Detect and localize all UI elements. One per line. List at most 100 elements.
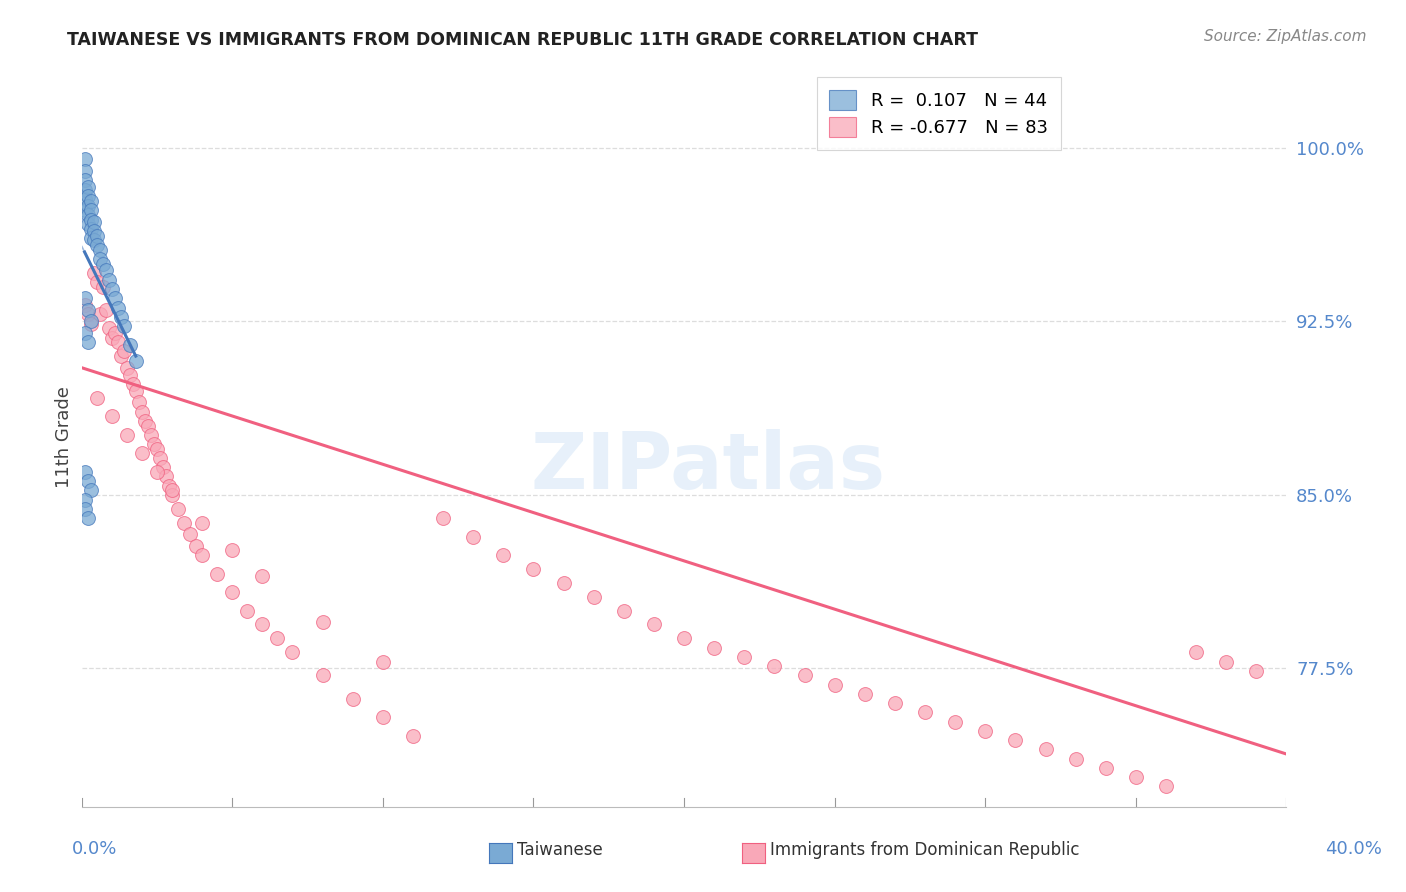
Point (142, 437, 165, 451)
Point (432, 511, 454, 525)
Point (91, 256, 114, 270)
Point (112, 344, 135, 359)
Point (1215, 655, 1237, 669)
Point (125, 353, 148, 368)
Point (112, 318, 135, 333)
Text: Immigrants from Dominican Republic: Immigrants from Dominican Republic (770, 841, 1080, 859)
Point (100, 282, 122, 296)
Point (402, 729, 425, 743)
Point (853, 687, 876, 701)
Point (73, 326, 96, 340)
Point (673, 632, 696, 646)
Point (221, 543, 243, 558)
Point (79, 231, 101, 245)
Point (914, 706, 936, 720)
Point (118, 368, 141, 382)
Point (463, 530, 485, 544)
Point (146, 465, 169, 479)
Point (883, 696, 905, 710)
Text: Source: ZipAtlas.com: Source: ZipAtlas.com (1204, 29, 1367, 44)
Point (522, 562, 544, 576)
Point (553, 575, 575, 590)
Y-axis label: 11th Grade: 11th Grade (55, 386, 73, 488)
Point (83, 224, 105, 238)
Point (1185, 645, 1208, 659)
Text: ZIPatlas: ZIPatlas (530, 429, 886, 505)
Point (110, 349, 132, 363)
Point (107, 335, 129, 350)
Point (76, 302, 98, 317)
Point (167, 501, 190, 516)
Point (160, 483, 183, 498)
Point (1004, 733, 1026, 747)
Point (79, 212, 101, 227)
Point (149, 450, 172, 465)
Point (76, 199, 98, 213)
Point (134, 414, 156, 428)
Point (76, 308, 98, 322)
Point (73, 291, 96, 305)
Point (139, 427, 162, 442)
Point (104, 291, 127, 305)
Point (91, 279, 114, 293)
Point (121, 376, 143, 391)
Point (115, 427, 138, 442)
Point (89, 308, 111, 322)
Point (76, 511, 98, 525)
Text: Taiwanese: Taiwanese (517, 841, 603, 859)
Point (79, 314, 101, 328)
Point (824, 678, 846, 692)
Point (115, 360, 138, 375)
Point (118, 337, 141, 351)
Point (1094, 761, 1116, 775)
Point (221, 585, 243, 599)
Point (266, 632, 288, 646)
Text: 40.0%: 40.0% (1326, 840, 1382, 858)
Point (100, 409, 122, 424)
Point (160, 488, 183, 502)
Point (152, 460, 174, 475)
Point (83, 215, 105, 229)
Point (763, 659, 786, 673)
Point (104, 326, 127, 340)
Point (110, 310, 132, 324)
Point (733, 649, 755, 664)
Point (1035, 742, 1057, 756)
Point (793, 668, 815, 682)
Point (191, 516, 214, 530)
Point (94, 302, 117, 317)
Point (173, 516, 195, 530)
Point (76, 208, 98, 222)
Point (79, 222, 101, 236)
Point (125, 384, 148, 398)
Point (73, 465, 96, 479)
Point (76, 474, 98, 488)
Point (179, 527, 201, 541)
Point (79, 483, 101, 498)
Point (1125, 770, 1147, 784)
Point (73, 153, 96, 167)
Point (281, 645, 304, 659)
Point (73, 182, 96, 196)
Point (76, 217, 98, 231)
Legend: R =  0.107   N = 44, R = -0.677   N = 83: R = 0.107 N = 44, R = -0.677 N = 83 (817, 78, 1060, 150)
Point (342, 691, 364, 706)
Point (943, 714, 966, 729)
Text: TAIWANESE VS IMMIGRANTS FROM DOMINICAN REPUBLIC 11TH GRADE CORRELATION CHART: TAIWANESE VS IMMIGRANTS FROM DOMINICAN R… (67, 31, 979, 49)
Point (643, 617, 665, 632)
Point (191, 548, 214, 562)
Point (86, 238, 108, 252)
Point (703, 640, 725, 655)
Point (79, 203, 101, 218)
Point (83, 234, 105, 248)
Point (76, 335, 98, 350)
Point (155, 469, 177, 483)
Point (131, 404, 153, 418)
Point (86, 228, 108, 243)
Point (1154, 780, 1177, 794)
Point (146, 442, 169, 456)
Point (128, 395, 150, 409)
Point (73, 298, 96, 312)
Point (371, 710, 394, 724)
Point (73, 164, 96, 178)
